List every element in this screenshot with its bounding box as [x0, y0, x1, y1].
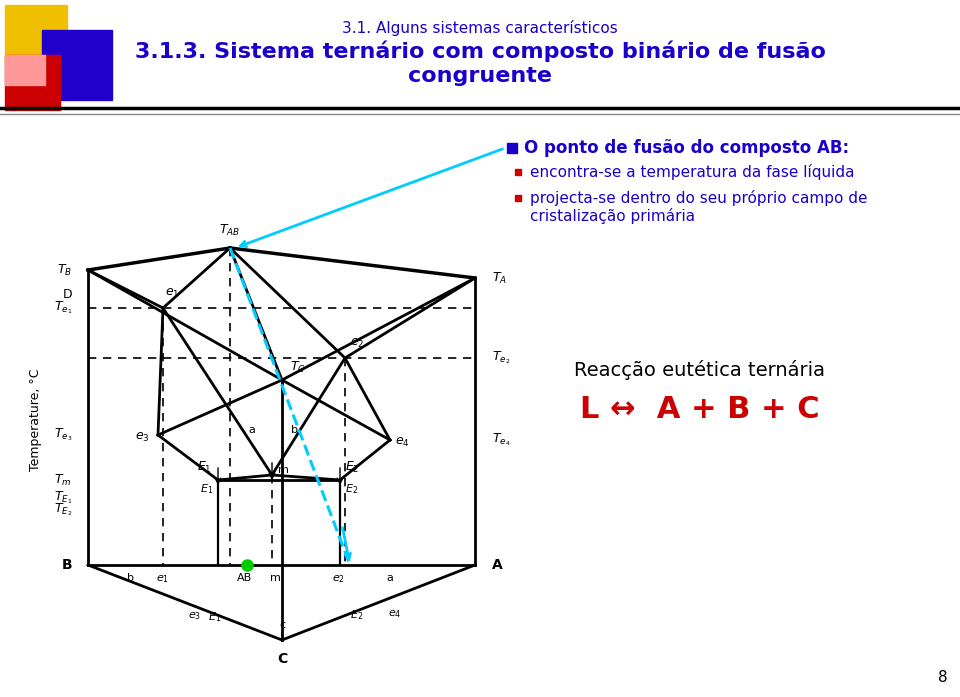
Text: $e_2$: $e_2$ — [331, 573, 345, 585]
Text: 3.1.3. Sistema ternário com composto binário de fusão
congruente: 3.1.3. Sistema ternário com composto bin… — [134, 40, 826, 86]
Text: $T_{AB}$: $T_{AB}$ — [220, 223, 241, 238]
Text: a: a — [387, 573, 394, 583]
Text: $T_m$: $T_m$ — [55, 473, 72, 487]
Text: C: C — [276, 652, 287, 666]
Text: D: D — [62, 289, 72, 302]
Text: B: B — [61, 558, 72, 572]
Text: $e_2$: $e_2$ — [350, 337, 364, 350]
Bar — [42, 30, 112, 100]
Bar — [5, 55, 45, 85]
Text: c: c — [279, 620, 285, 630]
Text: $E_2$: $E_2$ — [345, 460, 359, 475]
Text: $T_{e_1}$: $T_{e_1}$ — [54, 300, 72, 316]
Text: $E_2$: $E_2$ — [350, 608, 364, 622]
Text: projecta-se dentro do seu próprio campo de: projecta-se dentro do seu próprio campo … — [530, 190, 868, 206]
Text: $e_3$: $e_3$ — [135, 431, 150, 443]
Text: $E_1$: $E_1$ — [198, 460, 212, 475]
Text: $e_1$: $e_1$ — [156, 573, 170, 585]
Text: $T_{e_3}$: $T_{e_3}$ — [54, 427, 72, 443]
Text: AB: AB — [237, 573, 252, 583]
Text: $T_{e_4}$: $T_{e_4}$ — [492, 431, 511, 448]
Text: m: m — [270, 573, 281, 583]
Text: $T_{E_2}$: $T_{E_2}$ — [54, 502, 72, 519]
Text: A: A — [492, 558, 503, 572]
Text: 8: 8 — [938, 670, 948, 685]
Text: a: a — [249, 425, 255, 435]
Text: Temperature, °C: Temperature, °C — [29, 369, 41, 471]
Text: m: m — [278, 465, 289, 475]
Text: b: b — [292, 425, 299, 435]
Text: $e_4$: $e_4$ — [388, 608, 401, 620]
Bar — [5, 5, 67, 67]
Text: b: b — [127, 573, 133, 583]
Text: $e_3$: $e_3$ — [188, 610, 202, 622]
Text: $T_{E_1}$: $T_{E_1}$ — [54, 490, 72, 506]
Text: $E_1$: $E_1$ — [200, 482, 213, 496]
Text: $E_1$: $E_1$ — [208, 610, 222, 624]
Text: $T_A$: $T_A$ — [492, 270, 507, 286]
Text: 3.1. Alguns sistemas característicos: 3.1. Alguns sistemas característicos — [342, 20, 618, 36]
Text: $e_4$: $e_4$ — [395, 436, 410, 449]
Text: cristalização primária: cristalização primária — [530, 208, 695, 224]
Text: Reacção eutética ternária: Reacção eutética ternária — [574, 360, 826, 380]
Text: $T_B$: $T_B$ — [57, 263, 72, 277]
Text: $T_C$: $T_C$ — [290, 360, 305, 375]
Text: L ↔  A + B + C: L ↔ A + B + C — [580, 395, 820, 424]
Bar — [5, 55, 60, 110]
Text: O ponto de fusão do composto AB:: O ponto de fusão do composto AB: — [524, 139, 850, 157]
Text: encontra-se a temperatura da fase líquida: encontra-se a temperatura da fase líquid… — [530, 164, 854, 180]
Text: $e_1$: $e_1$ — [165, 287, 180, 300]
Text: $T_{e_2}$: $T_{e_2}$ — [492, 350, 511, 367]
Text: $E_2$: $E_2$ — [345, 482, 358, 496]
